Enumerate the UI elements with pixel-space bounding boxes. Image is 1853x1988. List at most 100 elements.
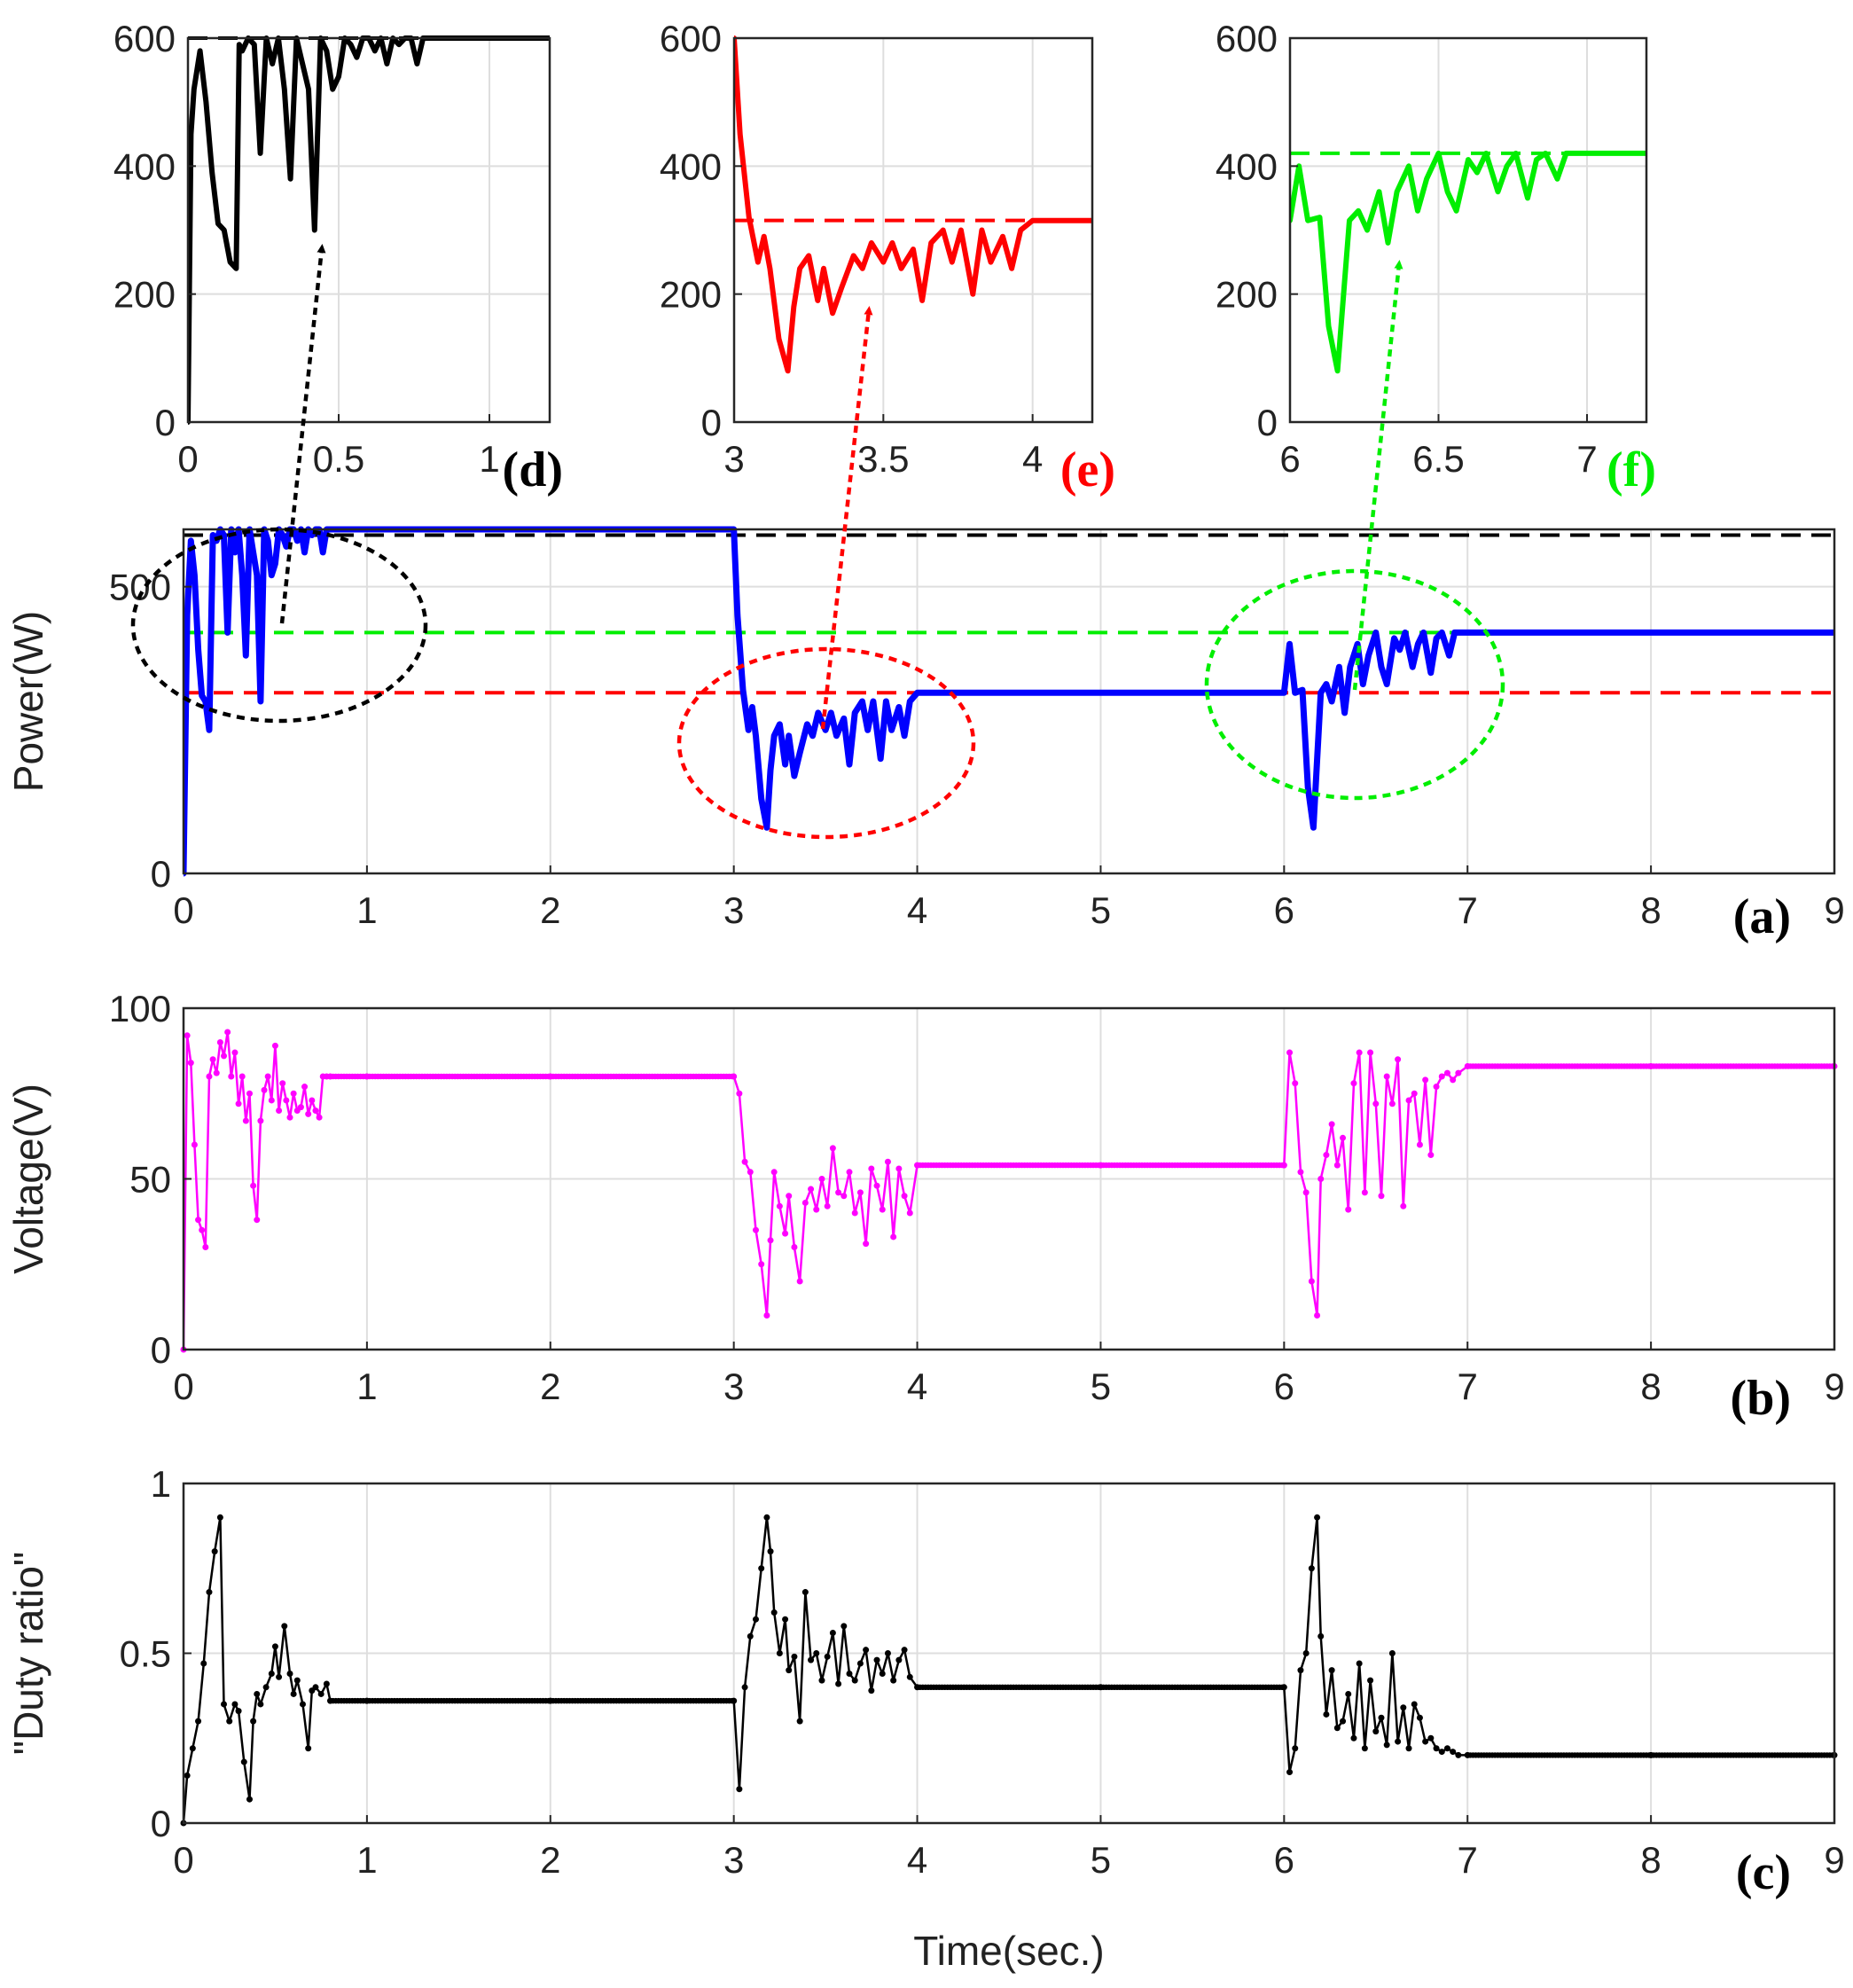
- data-point: [901, 1647, 908, 1654]
- y-tick-label: 0.5: [120, 1633, 171, 1675]
- data-point: [1388, 1650, 1396, 1656]
- data-point: [763, 1312, 770, 1319]
- series-line: [188, 35, 550, 425]
- y-tick-label: 0: [155, 402, 176, 443]
- data-point: [1395, 1738, 1402, 1745]
- data-point: [1367, 1677, 1374, 1684]
- axes-frame: [732, 36, 1094, 424]
- x-tick-label: 1: [479, 438, 499, 480]
- x-tick-label: 3: [723, 1839, 744, 1881]
- data-point: [264, 1073, 271, 1080]
- data-point: [1302, 1189, 1310, 1196]
- data-point: [1333, 1725, 1341, 1732]
- data-point: [228, 1073, 235, 1080]
- panel-label: (b): [1731, 1371, 1791, 1426]
- x-tick-label: 8: [1640, 889, 1661, 931]
- x-tick-label: 3: [723, 1366, 744, 1407]
- data-point: [729, 1697, 735, 1704]
- data-point: [1350, 1080, 1357, 1087]
- data-point: [1340, 1134, 1347, 1141]
- data-point: [884, 1650, 891, 1656]
- data-point: [1405, 1745, 1412, 1752]
- data-point: [895, 1165, 903, 1172]
- data-point: [835, 1189, 842, 1196]
- data-point: [268, 1670, 275, 1677]
- data-point: [1328, 1121, 1335, 1128]
- data-point: [813, 1206, 820, 1213]
- data-point: [906, 1209, 913, 1217]
- data-point: [279, 1080, 286, 1087]
- x-tick-label: 0: [173, 1366, 193, 1407]
- zoom-callouts: [130, 244, 1505, 840]
- data-point: [187, 1060, 194, 1067]
- zoom-arrow-red: [820, 306, 873, 730]
- data-point: [240, 1758, 247, 1765]
- power-panel-a: 0 1 2 3 4 5 6 7 8 9 0 500 Power(W) (a): [5, 526, 1845, 944]
- y-tick-label: 0: [701, 402, 722, 443]
- y-axis-title: Power(W): [5, 611, 51, 792]
- zoom-ellipse-black: [130, 527, 428, 724]
- data-point: [199, 1226, 206, 1233]
- data-point: [1450, 1076, 1457, 1084]
- data-point: [286, 1670, 293, 1677]
- data-point: [224, 1029, 231, 1036]
- data-point: [868, 1687, 875, 1694]
- data-point: [906, 1673, 913, 1680]
- y-tick-label: 200: [660, 274, 722, 316]
- data-point: [786, 1193, 793, 1200]
- data-point: [1416, 1714, 1423, 1721]
- data-point: [879, 1206, 886, 1213]
- data-point: [293, 1677, 301, 1684]
- data-point: [1302, 1650, 1310, 1656]
- y-tick-label: 0: [151, 853, 171, 895]
- y-tick-label: 600: [1216, 18, 1278, 59]
- data-point: [209, 1056, 216, 1063]
- data-point: [801, 1199, 809, 1206]
- data-point: [729, 1073, 735, 1080]
- data-point: [250, 1718, 257, 1725]
- axes-frame: [186, 36, 551, 424]
- axes-frame: [182, 528, 1836, 875]
- y-tick-label: 0: [1257, 402, 1278, 443]
- data-point: [1286, 1049, 1294, 1056]
- y-tick-label: 1: [151, 1463, 171, 1505]
- x-tick-label: 1: [356, 1839, 377, 1881]
- data-point: [1308, 1278, 1315, 1285]
- data-point: [316, 1114, 323, 1121]
- data-point: [301, 1084, 309, 1091]
- data-point: [736, 1090, 743, 1097]
- series-line: [184, 1516, 1834, 1825]
- x-tick-label: 5: [1091, 889, 1111, 931]
- data-point: [238, 1073, 246, 1080]
- data-point: [231, 1701, 238, 1708]
- data-point: [1317, 1176, 1325, 1182]
- x-tick-label: 9: [1824, 1366, 1844, 1407]
- data-point: [879, 1670, 886, 1677]
- data-point: [1411, 1090, 1418, 1097]
- data-point: [202, 1244, 209, 1250]
- data-point: [283, 1097, 290, 1104]
- data-point: [741, 1684, 748, 1691]
- data-point: [829, 1630, 836, 1637]
- plot-area: [1290, 38, 1646, 422]
- data-point: [1323, 1152, 1330, 1159]
- data-point: [1416, 1141, 1423, 1148]
- data-point: [231, 1049, 238, 1056]
- data-point: [776, 1202, 783, 1209]
- x-tick-label: 7: [1458, 1839, 1478, 1881]
- x-tick-label: 4: [1022, 438, 1043, 480]
- data-point: [191, 1141, 198, 1148]
- x-tick-label: 0: [173, 1839, 193, 1881]
- data-point: [763, 1514, 770, 1521]
- series-line: [1290, 150, 1646, 374]
- data-point: [1450, 1749, 1457, 1756]
- x-tick-label: 7: [1576, 438, 1597, 480]
- data-point: [801, 1589, 809, 1596]
- data-point: [235, 1100, 242, 1107]
- data-point: [1372, 1100, 1380, 1107]
- data-point: [211, 1548, 218, 1555]
- data-point: [1297, 1667, 1304, 1674]
- data-point: [1378, 1193, 1385, 1200]
- x-tick-label: 6: [1279, 438, 1300, 480]
- y-tick-label: 50: [129, 1159, 171, 1201]
